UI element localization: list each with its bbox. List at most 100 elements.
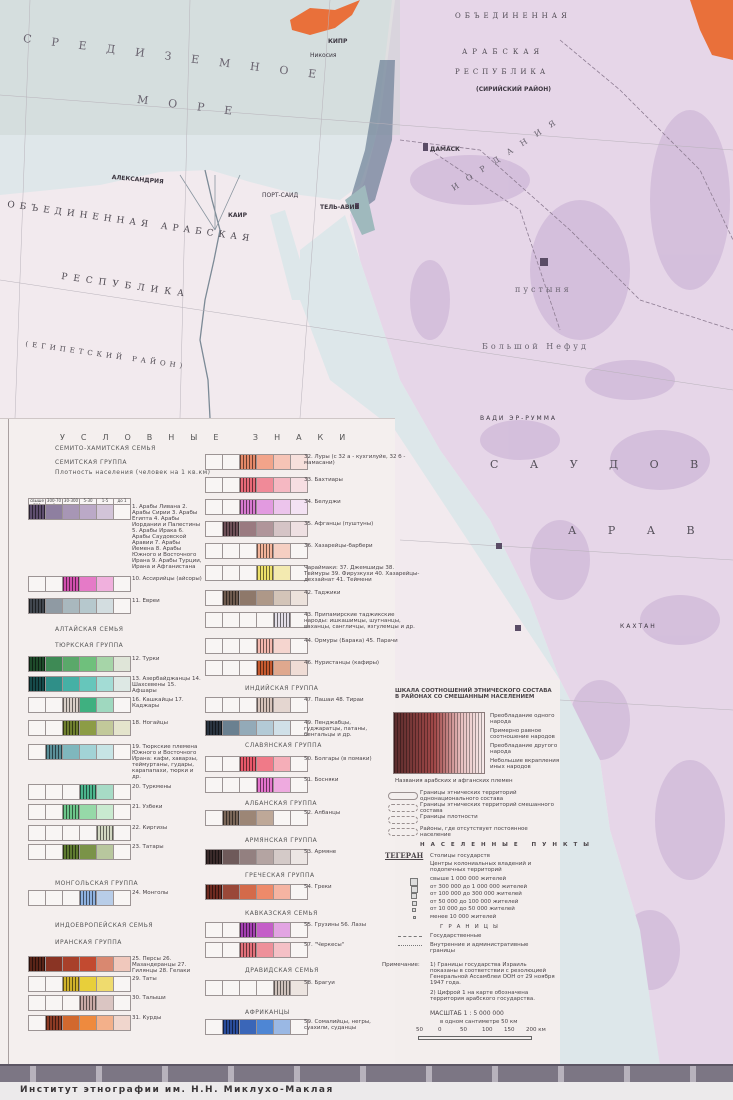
- legend-group-heading: ИРАНСКАЯ ГРУППА: [55, 939, 122, 946]
- legend-item-label: 46. Нуристанцы (кафиры): [304, 660, 380, 666]
- settlements-title: НАСЕЛЕННЫЕ ПУНКТЫ: [420, 842, 595, 848]
- legend-item-label: 51. Босняки: [304, 777, 339, 783]
- color-swatch: [290, 499, 308, 515]
- legend-title: УСЛОВНЫЕ ЗНАКИ: [60, 433, 362, 442]
- legend-item-label: 11. Евреи: [132, 598, 160, 604]
- color-swatch: [239, 521, 257, 537]
- empty-swatch: [205, 756, 223, 772]
- empty-swatch: [205, 638, 223, 654]
- empty-swatch: [256, 980, 274, 996]
- empty-swatch: [222, 612, 240, 628]
- legend-swatch-row: [28, 784, 131, 800]
- terrain-patches: [410, 110, 730, 990]
- legend-swatch-row: [205, 980, 308, 996]
- color-swatch: [62, 576, 80, 592]
- color-swatch: [222, 521, 240, 537]
- legend-swatch-row: [205, 660, 308, 676]
- color-swatch: [273, 756, 291, 772]
- color-swatch: [273, 777, 291, 793]
- label-nicosia: Никосия: [310, 52, 337, 59]
- empty-swatch: [113, 804, 131, 820]
- empty-swatch: [205, 590, 223, 606]
- settlement-size-label: свыше 1 000 000 жителей: [430, 876, 507, 882]
- empty-swatch: [205, 565, 223, 581]
- empty-swatch: [290, 697, 308, 713]
- color-swatch: [273, 543, 291, 559]
- empty-swatch: [62, 825, 80, 841]
- legend-item-label: 10. Ассирийцы (айсоры): [132, 576, 202, 582]
- note-text: 2) Цифрой 1 на карте обозначена территор…: [430, 990, 535, 1002]
- kurdish-area: [690, 0, 733, 60]
- legend-swatch-row: [205, 810, 308, 826]
- color-swatch: [256, 543, 274, 559]
- label-uar-syria-2: АРАБСКАЯ: [462, 48, 545, 56]
- mediterranean-sea: [0, 0, 392, 200]
- boundary-label: Районы, где отсутствует постоянное насел…: [420, 826, 528, 838]
- note-label: Примечание:: [382, 962, 420, 968]
- color-swatch: [45, 598, 63, 614]
- color-swatch: [45, 744, 63, 760]
- empty-swatch: [113, 576, 131, 592]
- boundary-label: Границы этнических территорий смешанного…: [420, 802, 555, 814]
- legend-swatch-row: [205, 521, 308, 537]
- color-swatch: [28, 676, 46, 692]
- footer-text: Институт этнографии им. Н.Н. Миклухо-Мак…: [20, 1085, 334, 1095]
- color-swatch: [28, 598, 46, 614]
- label-tel-aviv: ТЕЛЬ-АВИВ: [320, 204, 360, 211]
- label-uar-syria-1: ОБЪЕДИНЕННАЯ: [455, 12, 571, 20]
- legend-item-label: 33. Бахтиары: [304, 477, 343, 483]
- empty-swatch: [45, 995, 63, 1011]
- empty-swatch: [205, 543, 223, 559]
- color-swatch: [273, 612, 291, 628]
- legend-swatch-row: [28, 890, 131, 906]
- label-syrian-region: (СИРИЙСКИЙ РАЙОН): [476, 86, 551, 93]
- empty-swatch: [205, 477, 223, 493]
- legend-swatch-row: [28, 720, 131, 736]
- borders-title: ГРАНИЦЫ: [440, 924, 503, 930]
- cyprus: [290, 0, 360, 35]
- color-swatch: [273, 884, 291, 900]
- color-swatch: [96, 844, 114, 860]
- color-swatch: [205, 720, 223, 736]
- legend-swatch-row: [205, 565, 308, 581]
- color-swatch: [79, 1015, 97, 1031]
- legend-group-heading: КАВКАЗСКАЯ СЕМЬЯ: [245, 910, 318, 917]
- legend-item-label: 1. Арабы Ливана 2. Арабы Сирии 3. Арабы …: [132, 504, 202, 570]
- color-swatch: [79, 976, 97, 992]
- settlement-size-label: менее 10 000 жителей: [430, 913, 497, 920]
- color-swatch: [222, 810, 240, 826]
- color-swatch: [113, 656, 131, 672]
- empty-swatch: [239, 565, 257, 581]
- legend-group-heading: АФРИКАНЦЫ: [245, 1009, 290, 1016]
- legend-item-label: 36. Хазарейцы-барбери: [304, 543, 373, 549]
- empty-swatch: [222, 638, 240, 654]
- scale-tick-label: 50: [416, 1027, 423, 1033]
- color-swatch: [96, 676, 114, 692]
- empty-swatch: [45, 720, 63, 736]
- color-swatch: [256, 499, 274, 515]
- color-swatch: [290, 521, 308, 537]
- color-swatch: [62, 676, 80, 692]
- empty-swatch: [45, 844, 63, 860]
- legend-item-label: 20. Туркмены: [132, 784, 172, 790]
- empty-swatch: [222, 756, 240, 772]
- color-swatch: [239, 884, 257, 900]
- label-uar-syria-3: РЕСПУБЛИКА: [455, 68, 550, 76]
- border-symbol: [398, 936, 422, 937]
- empty-swatch: [205, 942, 223, 958]
- legend-item-label: 16. Кашкайцы 17. Каджары: [132, 697, 184, 709]
- israel-area: [345, 185, 375, 235]
- color-swatch: [290, 980, 308, 996]
- city-markers: [355, 143, 548, 631]
- legend-item-label: 22. Киргизы: [132, 825, 168, 831]
- legend-item-label: Чараймаки: 37. Джемшиды 38. Теймуры 39. …: [304, 565, 420, 583]
- color-swatch: [222, 849, 240, 865]
- legend-swatch-row: [28, 825, 131, 841]
- empty-swatch: [290, 720, 308, 736]
- empty-swatch: [28, 825, 46, 841]
- color-swatch: [45, 956, 63, 972]
- tribes-note: Названия арабских и афганских племен: [395, 778, 513, 784]
- border-label: Государственные: [430, 933, 482, 939]
- color-swatch: [273, 1019, 291, 1035]
- legend-group-heading: Плотность населения (человек на 1 кв.км): [55, 469, 211, 476]
